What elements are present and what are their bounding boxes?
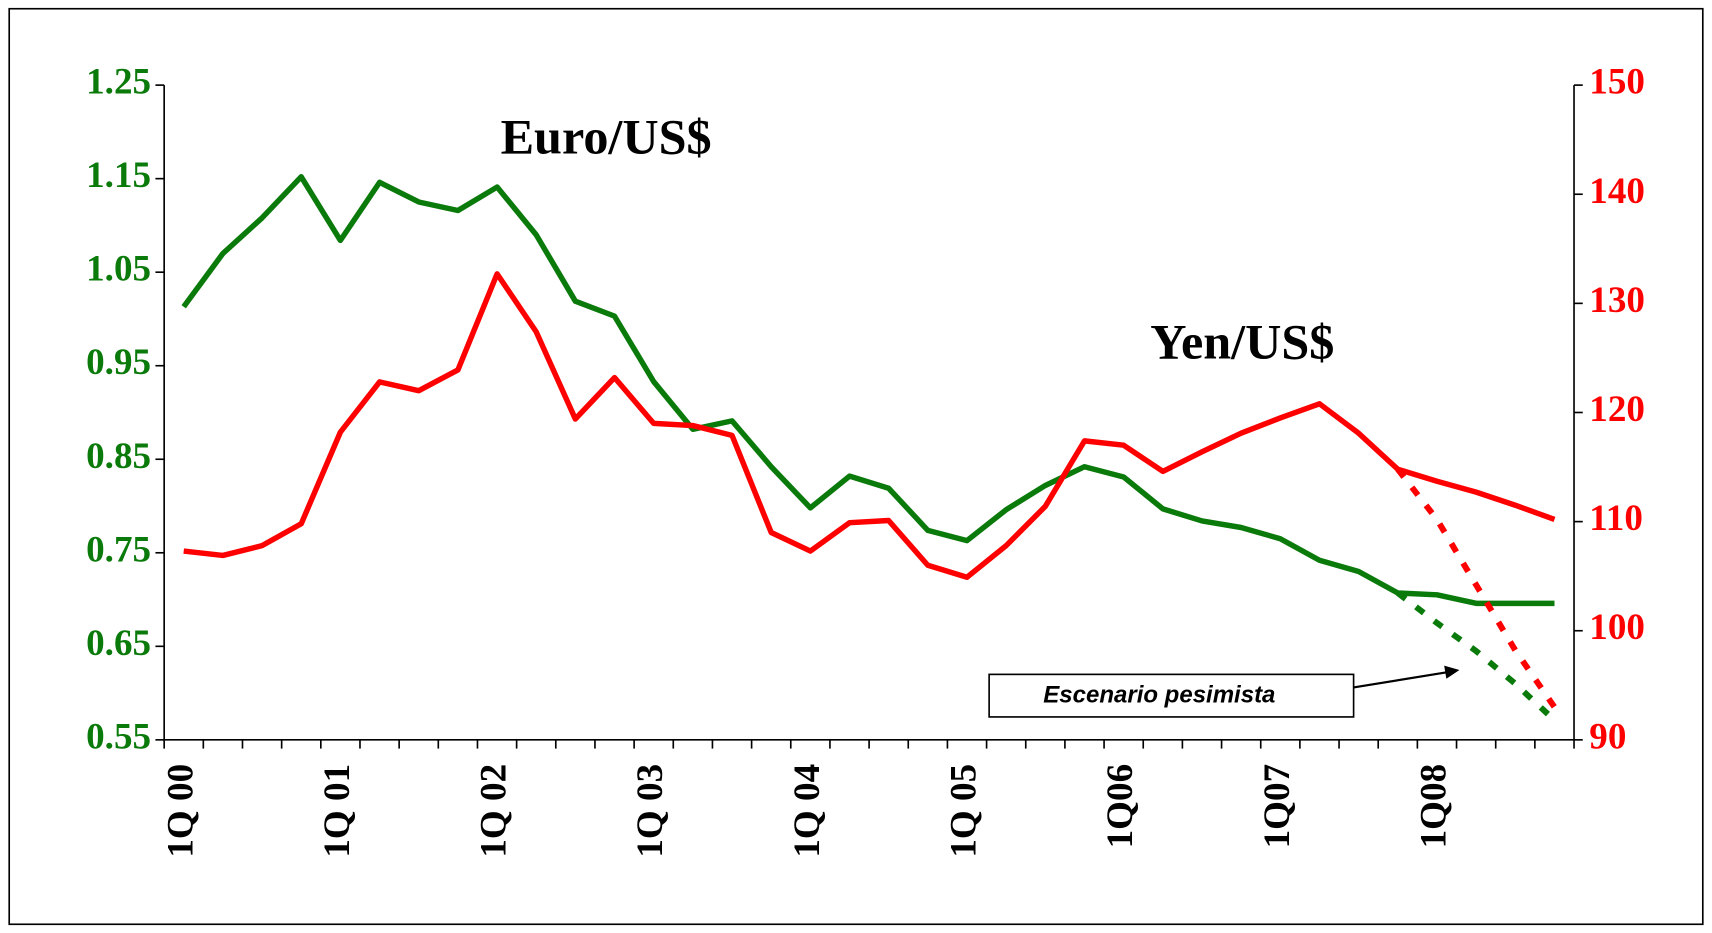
annotation-arrow: [1353, 671, 1448, 689]
y-tick-label: 0.75: [86, 529, 151, 570]
line-series: [1395, 467, 1557, 709]
x-tick-label: 1Q07: [1257, 764, 1298, 849]
y-tick-label: 0.55: [86, 716, 151, 757]
x-tick-label: 1Q 01: [317, 764, 358, 858]
chart-frame: [8, 7, 1704, 926]
x-tick-label: 1Q 03: [630, 764, 671, 858]
y2-tick-label: 90: [1589, 716, 1626, 757]
y2-tick-label: 150: [1589, 62, 1645, 103]
x-tick-label: 1Q 04: [787, 764, 828, 858]
y2-tick-label: 120: [1589, 389, 1645, 430]
annotation-box: [988, 673, 1355, 718]
line-series: [181, 174, 1555, 607]
y-tick-label: 0.65: [86, 623, 151, 664]
x-tick-label: 1Q 02: [474, 764, 515, 858]
y-tick-label: 1.05: [86, 249, 151, 290]
annotation: Yen/US$: [1150, 314, 1334, 370]
x-tick-label: 1Q06: [1100, 764, 1141, 849]
x-tick-label: 1Q 00: [160, 764, 201, 858]
y-tick-label: 1.15: [86, 155, 151, 196]
y2-tick-label: 110: [1589, 498, 1643, 539]
y2-tick-label: 100: [1589, 607, 1645, 648]
annotation-arrow-head: [1444, 665, 1460, 679]
y-tick-label: 1.25: [86, 62, 151, 103]
y-tick-label: 0.85: [86, 436, 151, 477]
x-tick-label: 1Q 05: [944, 764, 985, 858]
y2-tick-label: 130: [1589, 280, 1645, 321]
annotation: Euro/US$: [501, 108, 712, 164]
line-series: [183, 271, 1556, 580]
y-tick-label: 0.95: [86, 342, 151, 383]
annotation: Escenario pesimista: [1043, 682, 1275, 709]
line-series: [1395, 590, 1557, 723]
x-tick-label: 1Q08: [1413, 764, 1454, 849]
y2-tick-label: 140: [1589, 171, 1645, 212]
